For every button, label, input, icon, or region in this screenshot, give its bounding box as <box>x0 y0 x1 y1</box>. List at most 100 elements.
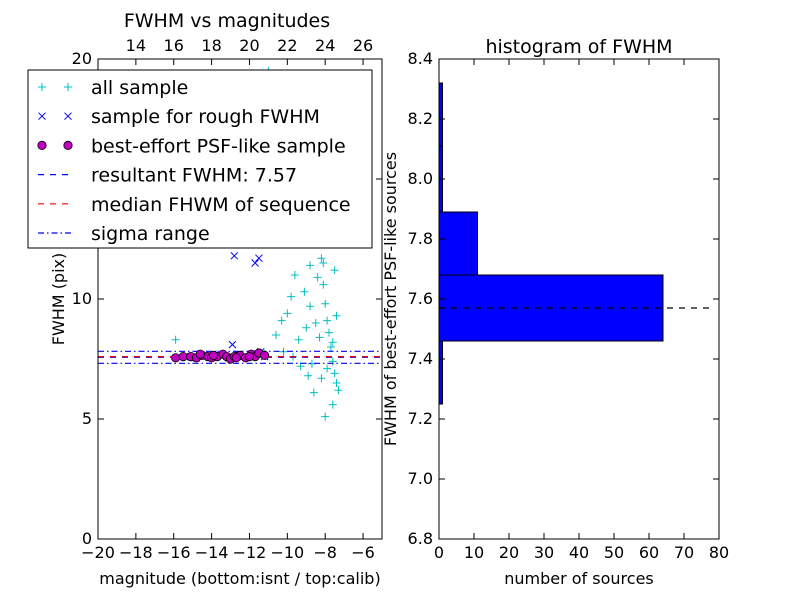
legend-label: resultant FWHM: 7.57 <box>91 165 297 187</box>
psf-sample-marker <box>178 351 188 362</box>
all-sample-marker <box>323 316 332 325</box>
legend-circle-icon <box>63 140 73 150</box>
hist-y-tick-label: 8.4 <box>408 49 433 68</box>
all-sample-marker <box>332 311 341 320</box>
hist-x-tick-label: 0 <box>434 543 444 562</box>
top-tick-label: 26 <box>353 36 373 55</box>
legend-label: best-effort PSF-like sample <box>91 135 346 157</box>
all-sample-marker <box>287 292 296 301</box>
hist-x-tick-label: 40 <box>569 543 589 562</box>
y-tick-label: 0 <box>82 529 92 548</box>
legend-entry: sigma range <box>38 223 210 245</box>
all-sample-marker <box>330 369 339 378</box>
hist-x-tick-label: 50 <box>604 543 624 562</box>
psf-sample-marker <box>208 350 219 360</box>
histogram-bar <box>438 340 443 405</box>
all-sample-marker <box>317 374 326 383</box>
rough-sample-marker <box>228 340 237 349</box>
hist-x-tick-label: 80 <box>709 543 729 562</box>
histogram-x-label: number of sources <box>504 569 654 588</box>
all-sample-marker <box>323 364 332 373</box>
hist-y-tick-label: 7.6 <box>408 289 433 308</box>
legend-label: sigma range <box>91 223 210 245</box>
x-tick-label: −14 <box>195 543 229 562</box>
x-tick-label: −16 <box>157 543 191 562</box>
histogram-bar <box>438 211 478 276</box>
hist-y-tick-label: 7.2 <box>408 409 433 428</box>
histogram-title: histogram of FWHM <box>485 36 672 58</box>
y-tick-label: 5 <box>82 409 92 428</box>
legend-circle-icon <box>37 140 47 150</box>
all-sample-marker <box>319 259 328 267</box>
all-sample-marker <box>309 388 318 397</box>
y-tick-label: 10 <box>72 289 92 308</box>
x-tick-label: −10 <box>270 543 304 562</box>
all-sample-marker <box>306 302 315 311</box>
hist-x-tick-label: 10 <box>464 543 484 562</box>
legend-cross-icon <box>64 112 72 121</box>
all-sample-marker <box>334 386 343 395</box>
psf-sample-marker <box>244 351 255 362</box>
all-sample-marker <box>304 371 313 380</box>
rough-sample-marker <box>251 259 260 267</box>
hist-y-tick-label: 7.8 <box>408 229 433 248</box>
all-sample-marker <box>324 328 333 337</box>
x-tick-label: −12 <box>233 543 267 562</box>
all-sample-marker <box>317 254 326 263</box>
all-sample-marker <box>315 333 324 342</box>
hist-y-tick-label: 7.4 <box>408 349 433 368</box>
all-sample-marker <box>302 323 311 332</box>
all-sample-marker <box>332 379 341 387</box>
legend-entries: all sample sample for rough FWHM best-effo… <box>37 77 351 245</box>
all-sample-marker <box>328 338 337 347</box>
all-sample-marker <box>321 299 330 308</box>
all-sample-marker <box>294 335 303 344</box>
psf-sample-marker <box>195 349 205 359</box>
rough-sample-marker <box>230 251 239 260</box>
y-tick-label: 20 <box>72 49 92 68</box>
top-tick-label: 18 <box>201 36 221 55</box>
all-sample-marker <box>277 316 286 325</box>
psf-sample-marker <box>171 353 181 363</box>
scatter-y-label: FWHM (pix) <box>49 253 68 346</box>
legend-cross-icon <box>38 112 46 121</box>
all-sample-marker <box>171 335 180 344</box>
hist-y-tick-label: 8.0 <box>408 169 433 188</box>
histogram-axes-ticks: 0 10 20 30 40 50 60 70 80 6.8 7.0 7.2 7.4 7.6 7.8 8.0 8.… <box>408 49 730 562</box>
scatter-plot-frame <box>97 58 383 540</box>
all-sample-marker <box>328 400 337 409</box>
scatter-title: FWHM vs magnitudes <box>124 10 330 32</box>
histogram-bar <box>438 82 443 147</box>
legend-entry: all sample <box>38 77 188 99</box>
psf-sample-marker <box>260 350 270 360</box>
hist-y-tick-label: 6.8 <box>408 529 433 548</box>
hist-x-tick-label: 60 <box>639 543 659 562</box>
legend-plus-icon <box>38 83 46 91</box>
legend-entry: resultant FWHM: 7.57 <box>38 165 297 187</box>
x-tick-label: −8 <box>313 543 337 562</box>
histogram-y-label: FWHM of best-effort PSF-like sources <box>381 152 400 446</box>
all-sample-marker <box>271 331 280 339</box>
histogram-plot-frame <box>438 58 720 540</box>
histogram-panel: 0 10 20 30 40 50 60 70 80 6.8 7.0 7.2 7.4 7.6 7.8 8.0 8.… <box>381 36 729 588</box>
all-sample-marker <box>326 343 335 351</box>
x-tick-label: −6 <box>351 543 375 562</box>
all-sample-marker <box>306 261 315 270</box>
rough-sample-marker <box>255 254 263 263</box>
hist-x-tick-label: 30 <box>534 543 554 562</box>
legend-entry: median FHWM of sequence <box>38 194 351 216</box>
x-tick-label: −18 <box>119 543 153 562</box>
top-tick-label: 16 <box>164 36 184 55</box>
top-tick-label: 24 <box>315 36 335 55</box>
psf-sample-marker <box>231 353 241 363</box>
all-sample-marker <box>313 273 322 282</box>
scatter-x-label: magnitude (bottom:isnt / top:calib) <box>99 569 380 588</box>
x-tick-label: −20 <box>81 543 115 562</box>
legend-frame <box>27 69 373 249</box>
scatter-legend: all sample sample for rough FWHM best-effo… <box>27 69 373 249</box>
hist-y-tick-label: 8.2 <box>408 109 433 128</box>
all-sample-marker <box>300 287 309 296</box>
legend-label: sample for rough FWHM <box>91 106 320 128</box>
all-sample-marker <box>283 309 292 318</box>
